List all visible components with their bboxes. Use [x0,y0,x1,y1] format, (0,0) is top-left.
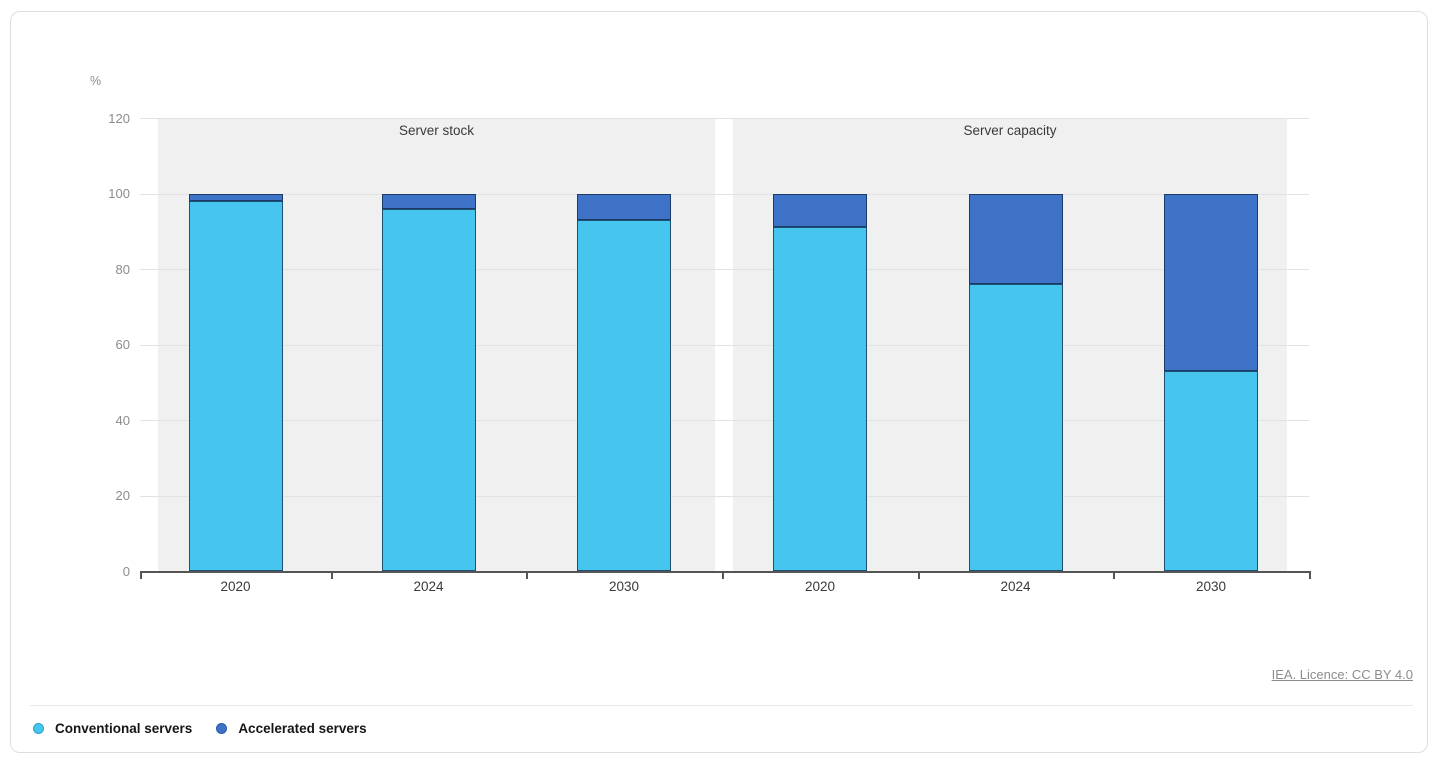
y-tick-label: 20 [115,488,130,503]
x-axis-tick [1309,571,1311,579]
panel-title: Server stock [398,123,475,138]
legend: Conventional servers Accelerated servers [33,721,367,736]
legend-item-accelerated[interactable]: Accelerated servers [216,721,367,736]
bar-segment-accelerated[interactable] [1164,193,1258,371]
y-tick-label: 60 [115,337,130,352]
panel-title: Server capacity [963,123,1057,138]
x-axis-line [140,571,1310,573]
y-tick-label: 120 [108,110,130,126]
x-axis-tick [722,571,724,579]
gridline [140,344,1309,346]
bar-segment-conventional[interactable] [1164,370,1258,571]
bar-segment-accelerated[interactable] [188,193,283,202]
bar-segment-conventional[interactable] [773,227,867,571]
x-tick-label: 2024 [413,579,444,594]
bar-segment-accelerated[interactable] [773,193,867,228]
x-tick-label: 2024 [1000,579,1031,594]
y-tick-label: 40 [115,412,130,428]
bar-segment-conventional[interactable] [381,208,476,571]
bar-segment-conventional[interactable] [968,284,1063,571]
x-axis-tick [331,571,333,579]
bar-segment-accelerated[interactable] [968,193,1063,285]
bar-segment-accelerated[interactable] [577,193,671,220]
legend-dot-conventional-icon [33,723,44,734]
gridline [140,269,1309,270]
bar-segment-conventional[interactable] [577,219,671,571]
gridline [140,118,1309,119]
x-tick-label: 2030 [608,579,640,594]
x-tick-label: 2020 [220,579,251,594]
y-tick-label: 0 [122,563,130,579]
bar-segment-accelerated[interactable] [381,193,476,209]
legend-item-conventional[interactable]: Conventional servers [33,721,192,736]
x-axis-tick [140,571,142,579]
x-tick-label: 2020 [804,579,836,594]
legend-label-accelerated: Accelerated servers [238,721,367,736]
x-axis-tick [526,571,528,579]
x-axis-tick [1113,571,1115,579]
y-tick-label: 80 [115,261,130,277]
gridline [140,420,1309,421]
legend-divider [30,705,1413,706]
licence-link[interactable]: IEA. Licence: CC BY 4.0 [1271,667,1413,682]
gridline [140,193,1309,195]
bar-segment-conventional[interactable] [188,201,283,571]
legend-dot-accelerated-icon [216,723,228,734]
y-tick-label: 100 [108,186,130,201]
x-axis-tick [918,571,920,579]
legend-label-conventional: Conventional servers [55,721,193,736]
x-tick-label: 2030 [1195,579,1227,594]
gridline [140,495,1309,497]
y-axis-unit-label: % [90,74,102,88]
